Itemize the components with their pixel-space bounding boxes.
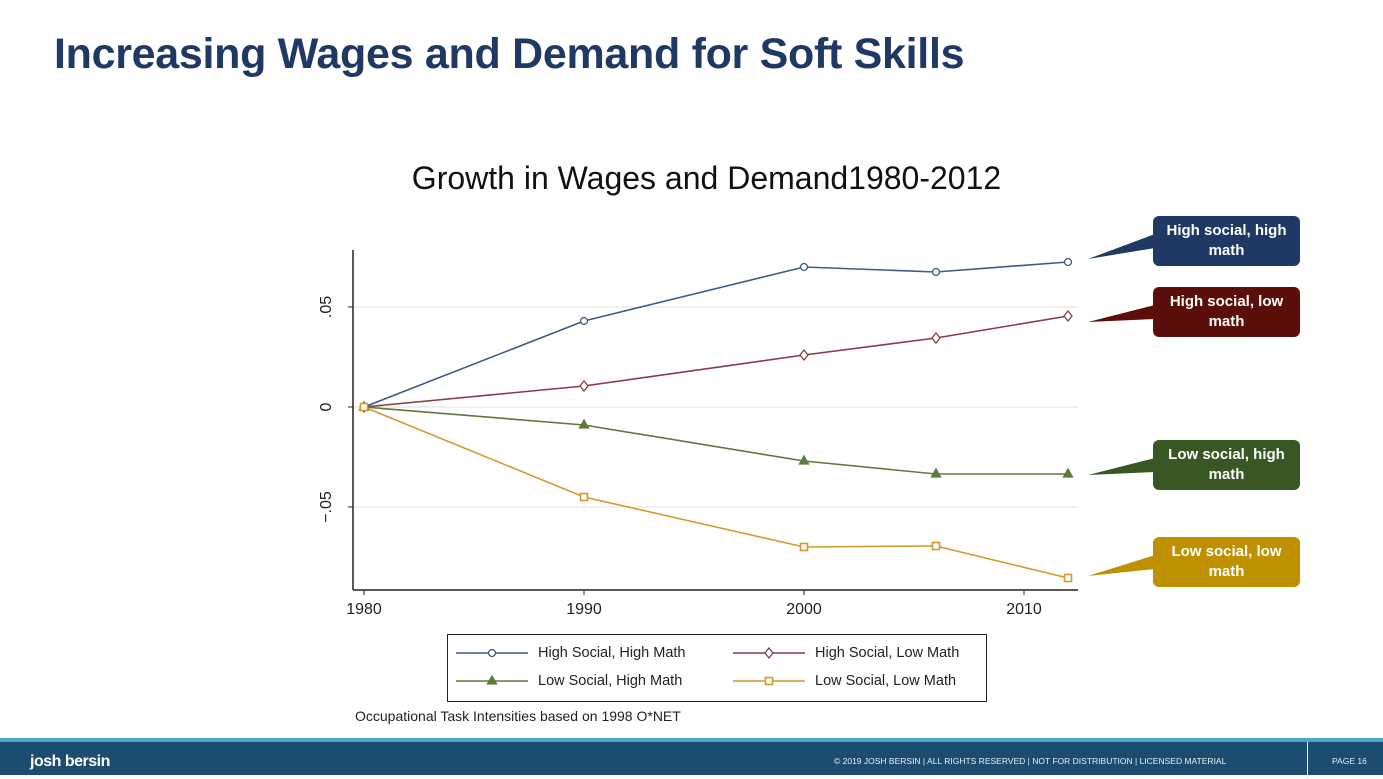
y-tick-label: .05 <box>318 296 335 318</box>
callout-high-social-low-math: High social, low math <box>1153 287 1300 337</box>
logo: josh bersin <box>30 753 110 770</box>
legend-item: Low Social, High Math <box>456 673 682 689</box>
data-point <box>799 348 809 362</box>
callout-pointer <box>1088 458 1155 475</box>
callout-high-social-high-math: High social, high math <box>1153 216 1300 266</box>
callout-low-social-low-math: Low social, low math <box>1153 537 1300 587</box>
line-chart: −.05 0 .05 1980 1990 2000 2010 <box>318 234 1155 618</box>
data-point <box>931 267 941 277</box>
series-line-1 <box>363 315 1069 408</box>
y-tick-label: 0 <box>318 402 335 411</box>
x-tick-label: 1990 <box>566 601 602 618</box>
legend-swatch-2 <box>456 675 528 685</box>
series-line-2 <box>363 406 1068 475</box>
x-tick-label: 2000 <box>786 601 822 618</box>
x-tick-label: 2010 <box>1006 601 1042 618</box>
data-point <box>359 402 369 412</box>
data-point <box>1063 257 1073 267</box>
callout-low-social-high-math: Low social, high math <box>1153 440 1300 490</box>
legend-swatch-0 <box>456 648 528 658</box>
legend-marker <box>764 676 774 686</box>
chart-legend: High Social, High Math High Social, Low … <box>447 634 987 702</box>
data-point <box>578 418 590 429</box>
data-point <box>799 542 809 552</box>
page-number: PAGE 16 <box>1332 756 1367 766</box>
slide-title: Increasing Wages and Demand for Soft Ski… <box>54 30 965 78</box>
legend-label: Low Social, Low Math <box>815 673 957 689</box>
y-tick-label: −.05 <box>318 491 335 523</box>
callout-pointer <box>1088 555 1155 576</box>
series-line-0 <box>363 261 1069 408</box>
legend-label: Low Social, High Math <box>538 673 683 689</box>
chart-note: Occupational Task Intensities based on 1… <box>355 708 681 724</box>
callout-pointer <box>1088 234 1155 259</box>
data-point <box>930 467 942 478</box>
legend-label: High Social, Low Math <box>815 645 960 661</box>
copyright: © 2019 JOSH BERSIN | ALL RIGHTS RESERVED… <box>834 756 1227 766</box>
legend-item: Low Social, Low Math <box>733 673 956 689</box>
data-point <box>579 316 589 326</box>
legend-label: High Social, High Math <box>538 645 686 661</box>
data-point <box>1063 309 1073 323</box>
legend-marker <box>764 647 774 659</box>
data-point <box>931 541 941 551</box>
x-tick-label: 1980 <box>346 601 382 618</box>
data-point <box>798 454 810 465</box>
divider <box>1307 742 1308 779</box>
legend-marker <box>487 648 497 658</box>
legend-item: High Social, Low Math <box>733 645 959 661</box>
legend-swatch-1 <box>733 647 805 659</box>
data-point <box>1062 467 1074 478</box>
legend-swatch-3 <box>733 676 805 686</box>
footer: josh bersin © 2019 JOSH BERSIN | ALL RIG… <box>0 738 1383 779</box>
data-point <box>799 262 809 272</box>
data-point <box>931 331 941 345</box>
data-point <box>1063 573 1073 583</box>
callout-pointer <box>1088 305 1155 322</box>
data-point <box>579 492 589 502</box>
legend-item: High Social, High Math <box>456 645 686 661</box>
data-point <box>579 379 589 393</box>
legend-marker <box>486 675 498 685</box>
chart-title: Growth in Wages and Demand1980-2012 <box>411 160 1002 196</box>
series-line-3 <box>363 406 1069 579</box>
